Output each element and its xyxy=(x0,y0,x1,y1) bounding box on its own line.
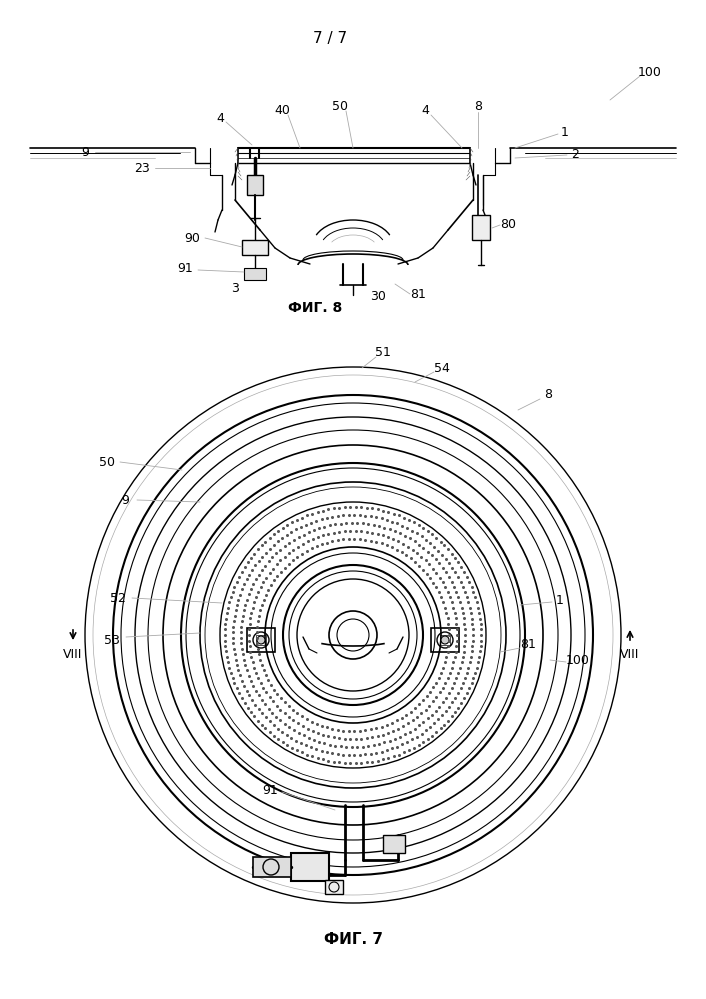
Text: 51: 51 xyxy=(375,347,391,360)
Bar xyxy=(244,268,266,280)
Text: 8: 8 xyxy=(474,101,482,114)
Text: 53: 53 xyxy=(104,633,120,646)
Text: 50: 50 xyxy=(99,456,115,469)
Text: 91: 91 xyxy=(262,783,278,796)
Bar xyxy=(247,628,275,652)
Text: 4: 4 xyxy=(216,112,224,125)
Text: ФИГ. 8: ФИГ. 8 xyxy=(288,301,342,315)
Text: 91: 91 xyxy=(177,262,193,275)
Bar xyxy=(431,628,459,652)
Text: 8: 8 xyxy=(544,389,552,402)
Text: 1: 1 xyxy=(561,126,569,139)
Circle shape xyxy=(441,636,449,644)
Bar xyxy=(253,857,291,877)
Bar xyxy=(472,215,490,240)
Bar xyxy=(383,835,405,853)
Text: 7 / 7: 7 / 7 xyxy=(313,31,347,46)
Text: 81: 81 xyxy=(410,289,426,302)
Text: 23: 23 xyxy=(134,162,150,175)
Text: 9: 9 xyxy=(121,494,129,506)
Text: 90: 90 xyxy=(184,232,200,245)
Text: 30: 30 xyxy=(370,291,386,304)
Bar xyxy=(291,853,329,881)
Text: VIII: VIII xyxy=(621,648,640,661)
Text: 9: 9 xyxy=(81,146,89,159)
Text: 2: 2 xyxy=(571,149,579,162)
Text: 100: 100 xyxy=(566,653,590,666)
Text: 52: 52 xyxy=(110,591,126,604)
Text: 80: 80 xyxy=(500,219,516,232)
Text: 100: 100 xyxy=(638,66,662,79)
Text: 40: 40 xyxy=(274,104,290,117)
Circle shape xyxy=(257,636,265,644)
Text: 4: 4 xyxy=(421,104,429,117)
Text: VIII: VIII xyxy=(64,648,83,661)
Bar xyxy=(256,635,266,645)
Bar xyxy=(325,880,343,894)
Bar xyxy=(440,635,450,645)
Text: 54: 54 xyxy=(434,362,450,375)
Text: 1: 1 xyxy=(556,593,564,606)
Text: 50: 50 xyxy=(332,100,348,113)
Bar xyxy=(247,175,263,195)
Text: ФИГ. 7: ФИГ. 7 xyxy=(323,932,383,947)
Text: 81: 81 xyxy=(520,638,536,651)
Text: 3: 3 xyxy=(231,282,239,295)
Bar xyxy=(242,240,268,255)
